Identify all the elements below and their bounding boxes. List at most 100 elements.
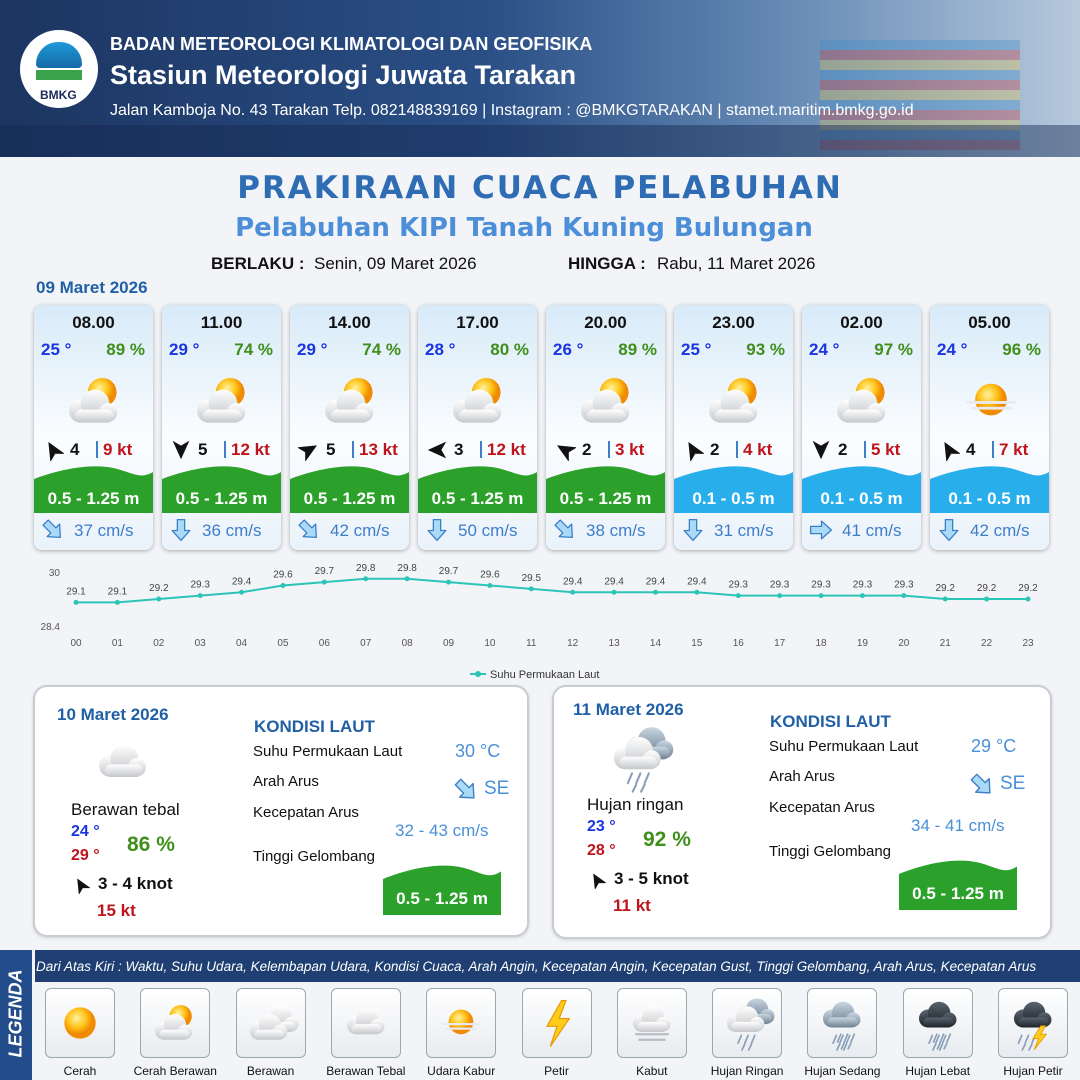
valid-to-label: HINGGA : [568, 254, 646, 273]
weather-text: Hujan ringan [587, 795, 684, 814]
wind-direction [810, 439, 832, 461]
x-tick-label: 21 [940, 638, 952, 649]
weather-icon [910, 995, 966, 1051]
sst-value: 29 °C [971, 736, 1017, 756]
current-speed: 32 - 43 cm/s [395, 821, 489, 840]
wave-shape [162, 466, 281, 513]
gust: 12 kt [231, 440, 270, 459]
logo-text: BMKG [40, 88, 77, 102]
point [528, 586, 534, 592]
time: 08.00 [72, 313, 115, 332]
legend-label: Kabut [636, 1064, 668, 1078]
data-label: 29.4 [232, 576, 252, 587]
temperature: 25 ° [41, 340, 72, 359]
humidity: 86 % [127, 833, 175, 856]
data-label: 29.1 [66, 586, 86, 597]
wave-fill [674, 466, 793, 513]
data-label: 29.4 [646, 576, 666, 587]
gust: 12 kt [487, 440, 526, 459]
wind-direction [42, 439, 64, 461]
x-tick-label: 00 [70, 638, 82, 649]
x-tick-label: 23 [1022, 638, 1034, 649]
gust: 11 kt [613, 896, 651, 915]
current-direction [936, 517, 962, 543]
gust: 7 kt [999, 440, 1029, 459]
point [321, 579, 327, 585]
data-label: 29.1 [108, 586, 128, 597]
wave-height: 0.1 - 0.5 m [820, 489, 903, 508]
current-direction [452, 776, 480, 804]
temperature: 29 ° [297, 340, 328, 359]
current-speed: 50 cm/s [458, 521, 518, 540]
legend-box [45, 988, 115, 1058]
data-label: 29.6 [273, 570, 293, 581]
weather-icon [52, 995, 108, 1051]
temperature: 29 ° [169, 340, 200, 359]
gust: 13 kt [359, 440, 398, 459]
weather-icon [814, 995, 870, 1051]
weather-icon [719, 995, 775, 1051]
data-label: 29.3 [811, 580, 831, 591]
wave-shape [930, 466, 1049, 513]
data-label: 29.2 [977, 583, 997, 594]
wave-shape [290, 466, 409, 513]
legend-box [902, 988, 973, 1058]
point [197, 593, 203, 599]
wind-speed: 5 [326, 440, 336, 459]
humidity: 89 % [618, 340, 657, 359]
data-label: 29.2 [149, 583, 169, 594]
valid-from-label: BERLAKU : [211, 254, 305, 273]
point [942, 596, 948, 602]
gust: 15 kt [97, 901, 136, 920]
weather-icon [433, 995, 489, 1051]
gust-separator [992, 441, 994, 458]
sea-label: Arah Arus [769, 768, 835, 785]
org-name: BADAN METEOROLOGI KLIMATOLOGI DAN GEOFIS… [110, 34, 593, 54]
legend-label: Hujan Ringan [710, 1064, 784, 1078]
gust-separator [352, 441, 354, 458]
temperature: 24 ° [937, 340, 968, 359]
data-label: 29.8 [397, 563, 417, 574]
wind-direction [682, 439, 704, 461]
x-tick-label: 12 [567, 638, 579, 649]
wave-shape [34, 466, 153, 513]
sst-value: 30 °C [455, 741, 501, 761]
wind-range: 3 - 5 knot [614, 869, 689, 888]
legend-box [521, 988, 592, 1058]
current-direction [168, 517, 194, 543]
day1-date: 09 Maret 2026 [36, 278, 148, 297]
weather-icon [315, 365, 387, 437]
legend-label: Berawan [246, 1064, 295, 1078]
wind-speed: 2 [582, 440, 592, 459]
y-tick-label: 28.4 [41, 622, 61, 633]
weather-icon [955, 365, 1027, 437]
temp-min: 23 ° [587, 818, 616, 835]
temperature: 24 ° [809, 340, 840, 359]
x-tick-label: 13 [609, 638, 621, 649]
current-direction [40, 517, 66, 543]
data-label: 29.3 [853, 580, 873, 591]
legend-box [330, 988, 401, 1058]
point [487, 583, 493, 588]
forecast-card: 23.00 25 ° 93 % 2 4 kt 0.1 - 0.5 m 31 cm/s [674, 305, 793, 550]
legend-title: LEGENDA [5, 969, 26, 1058]
time: 17.00 [456, 313, 499, 332]
legend-label: Berawan Tebal [326, 1064, 406, 1078]
x-tick-label: 22 [981, 638, 993, 649]
current-direction [296, 517, 322, 543]
gust-separator [608, 441, 610, 458]
point [156, 596, 162, 602]
wave-height: 0.1 - 0.5 m [948, 489, 1031, 508]
y-tick-label: 30 [49, 568, 61, 579]
sea-label: Suhu Permukaan Laut [769, 738, 919, 755]
humidity: 89 % [106, 340, 145, 359]
humidity: 93 % [746, 340, 785, 359]
sea-label: Arah Arus [253, 773, 319, 790]
data-label: 29.4 [563, 576, 583, 587]
x-tick-label: 16 [733, 638, 745, 649]
point [818, 593, 824, 599]
wind-speed: 5 [198, 440, 208, 459]
gust: 3 kt [615, 440, 645, 459]
wind-direction [588, 871, 606, 889]
data-label: 29.3 [770, 580, 790, 591]
